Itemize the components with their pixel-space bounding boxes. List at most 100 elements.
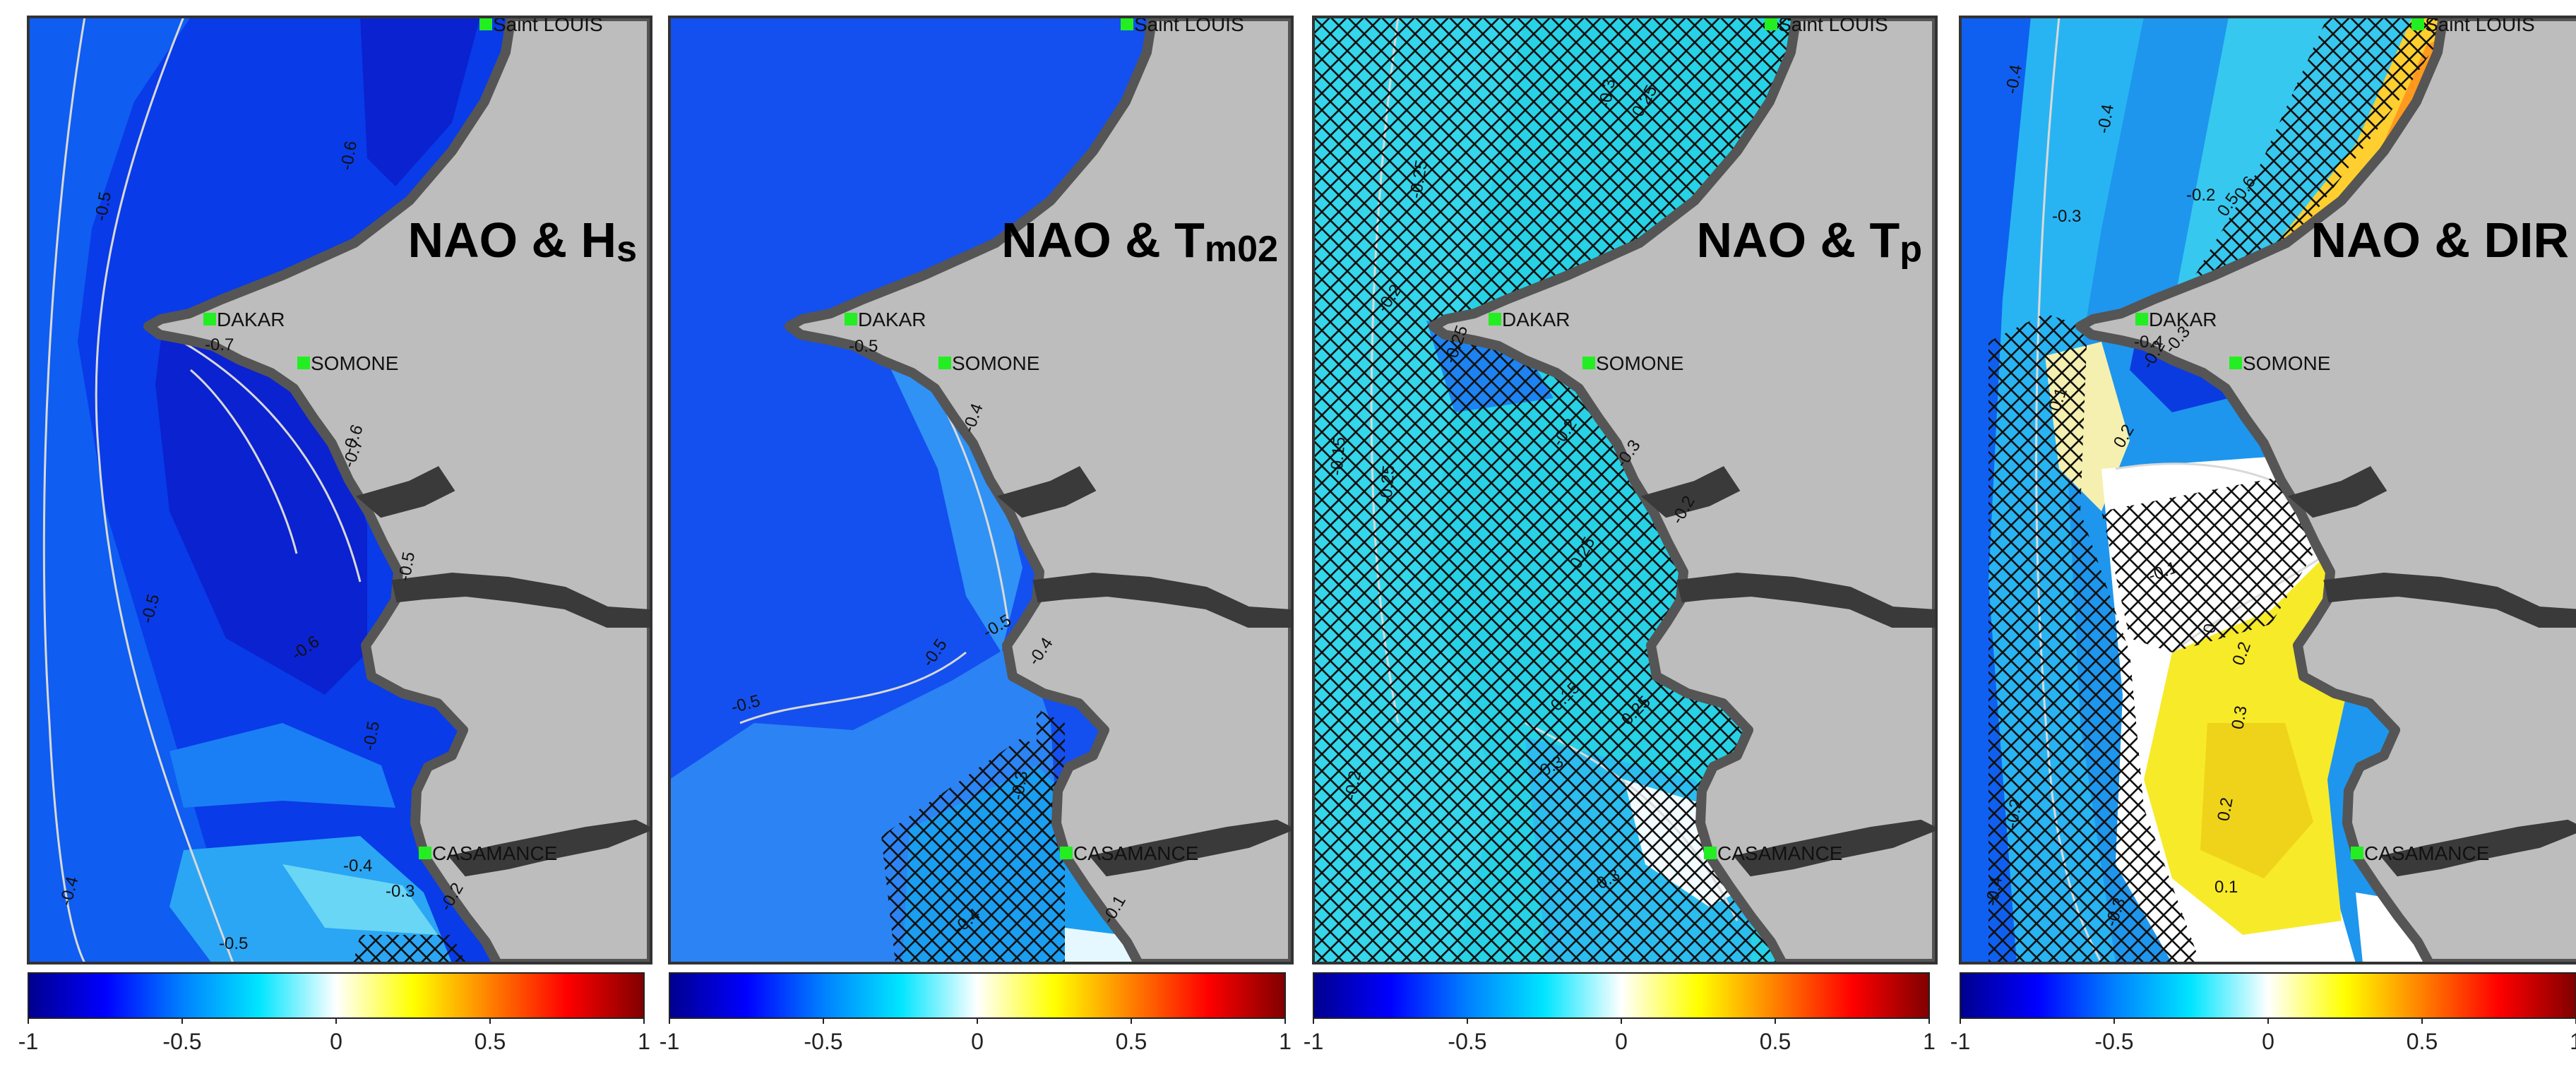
significance-hatch [881,737,1065,963]
colorbar-tick-label: 0 [971,1029,984,1054]
contour-label: -0.3 [386,882,415,901]
contour-label: -0.7 [205,335,234,354]
colorbar-tick-label: 0.5 [1116,1029,1147,1054]
colorbar-gradient [1313,972,1930,1019]
river-estuary [996,466,1097,518]
colorbar-gradient [1960,972,2576,1019]
significance-hatch [2172,17,2455,335]
colorbar-tick-label: -0.5 [2094,1029,2133,1054]
correlation-zone [169,723,395,808]
coastline [2075,17,2448,963]
river-estuary [1676,572,1936,628]
colorbar-tick-label: -0.5 [162,1029,201,1054]
city-marker-somone [1582,357,1595,369]
river-estuary [2323,572,2576,628]
correlation-zone [881,349,1022,652]
correlation-zone [360,17,480,186]
city-marker-dakar [2135,313,2148,326]
contour-label: 0 [2200,622,2220,635]
river-estuary [1640,466,1741,518]
city-marker-dakar [1489,313,1501,326]
correlation-zone [1960,17,2031,963]
significance-hatch [353,935,466,963]
contour-label: 0.2 [2214,796,2236,823]
city-marker-dakar [845,313,857,326]
colorbar-tick-label: 1 [2570,1029,2576,1054]
river-estuary [355,466,455,518]
map-frame [1312,16,1938,964]
contour-line [190,369,298,554]
contour-label: 0.1 [2214,878,2238,897]
map-panel-dir: -0.4-0.4-0.3-0.20.50.6-0.4-0.3-0.20.10.2… [1959,13,2576,964]
contour-label: -0.5 [849,337,878,356]
city-marker-casamance [2351,847,2363,859]
city-label-casamance: CASAMANCE [2364,842,2489,864]
city-label-somone: SOMONE [1596,352,1683,374]
city-marker-saint-louis [2411,18,2424,30]
city-marker-somone [938,357,951,369]
correlation-zone [282,864,438,935]
city-marker-saint-louis [1121,18,1133,30]
panel-title-dir: NAO & DIR [2310,213,2569,268]
panel-title-hs: NAO & Hs [408,213,637,270]
colorbar-tick-label: 0 [1615,1029,1628,1054]
river-estuary [1032,572,1292,628]
panel-title-tp: NAO & Tp [1696,213,1922,270]
city-label-somone: SOMONE [311,352,398,374]
city-marker-casamance [419,847,431,859]
river-estuary [2380,819,2576,877]
map-frame [1959,16,2576,964]
contour-line [95,17,234,963]
city-marker-saint-louis [1765,18,1777,30]
river-estuary [391,572,651,628]
city-marker-casamance [1060,847,1073,859]
city-label-somone: SOMONE [952,352,1039,374]
city-label-dakar: DAKAR [1502,309,1570,330]
colorbar-tick-label: 0.5 [475,1029,506,1054]
colorbar-tick-label: -1 [18,1029,38,1054]
correlation-zone [28,17,240,963]
city-label-casamance: CASAMANCE [432,842,557,864]
city-marker-casamance [1704,847,1717,859]
coastline [785,17,1157,963]
city-label-casamance: CASAMANCE [1717,842,1842,864]
colorbar-tick-label: -0.5 [1448,1029,1486,1054]
city-label-saint-louis: Saint LOUIS [493,13,603,35]
contour-label: -0.2 [2186,186,2215,205]
colorbar-tick-label: 1 [638,1029,650,1054]
contour-label: -0.3 [2052,207,2081,226]
city-label-saint-louis: Saint LOUIS [2425,13,2535,35]
city-marker-somone [297,357,310,369]
colorbar-tick-label: 0 [330,1029,342,1054]
significance-hatch [2101,476,2313,652]
contour-label: -0.4 [343,856,372,876]
correlation-zone [2200,723,2313,878]
city-marker-somone [2229,357,2242,369]
colorbar-tick-label: 0.5 [2407,1029,2438,1054]
map-panel-tm02: -0.5-0.4-0.5-0.4-0.5-0.3-0.5-0.4 -0.1Sain… [668,13,1294,964]
city-label-dakar: DAKAR [858,309,926,330]
city-label-saint-louis: Saint LOUIS [1134,13,1244,35]
colorbar-tick-label: -1 [660,1029,679,1054]
contour-label: 0.3 [2228,704,2250,731]
colorbar-tick-label: 0 [2262,1029,2274,1054]
contour-label: -0.4 [2134,333,2163,352]
city-label-saint-louis: Saint LOUIS [1778,13,1888,35]
significance-hatch [1988,313,2200,963]
city-label-casamance: CASAMANCE [1073,842,1198,864]
correlation-zone [2257,31,2455,299]
coastline [143,17,516,963]
contour-line [42,17,86,963]
city-label-dakar: DAKAR [217,309,285,330]
colorbar-tick-label: 1 [1923,1029,1936,1054]
colorbar-gradient [28,972,645,1019]
city-marker-saint-louis [479,18,492,30]
map-panel-tp: -0.25-0.3 -0.25-0.2-0.25-0.15-0.25-0.2-0.… [1312,13,1938,964]
colorbar-tm02: -1 -0.5 0 0.5 1 [660,972,1292,1054]
colorbar-hs: -1 -0.5 0 0.5 1 [18,972,650,1054]
colorbar-tick-label: 0.5 [1760,1029,1791,1054]
map-frame [668,16,1294,964]
city-label-somone: SOMONE [2243,352,2330,374]
colorbar-dir: -1 -0.5 0 0.5 1 [1950,972,2576,1054]
